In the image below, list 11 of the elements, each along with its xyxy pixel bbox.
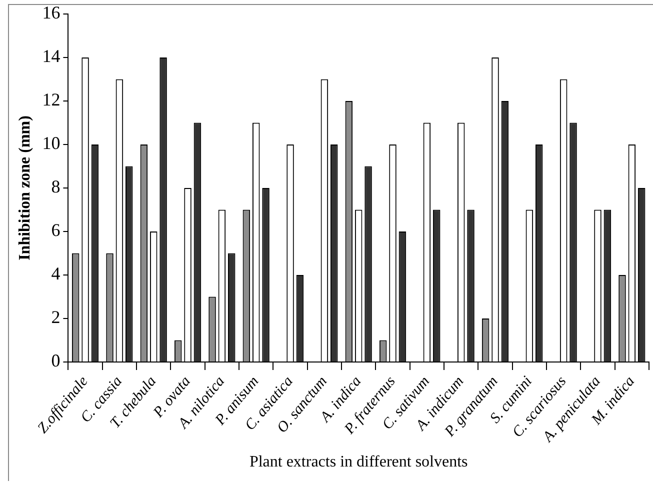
- y-tick-label: 0: [51, 350, 60, 371]
- y-tick-label: 6: [51, 220, 60, 240]
- y-tick-label: 8: [51, 176, 60, 197]
- y-tick-label: 16: [42, 2, 60, 23]
- y-tick-label: 4: [51, 264, 60, 284]
- y-tick-label: 14: [42, 46, 60, 66]
- y-tick-label: 12: [42, 90, 60, 110]
- y-tick-label: 2: [51, 307, 60, 328]
- y-axis-title: Inhibition zone (mm): [16, 116, 34, 260]
- y-tick-label: 10: [42, 133, 60, 154]
- x-axis-title: Plant extracts in different solvents: [249, 454, 468, 471]
